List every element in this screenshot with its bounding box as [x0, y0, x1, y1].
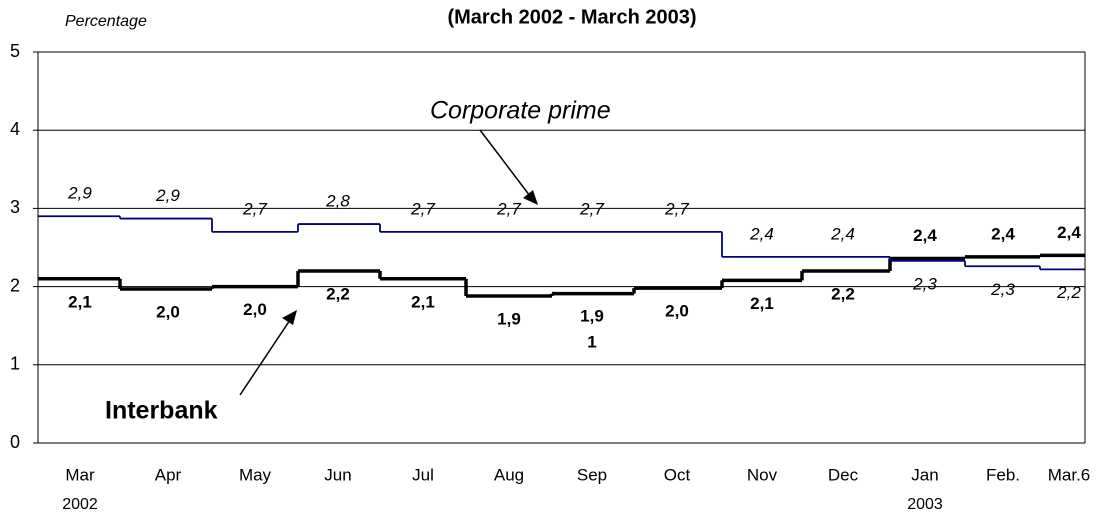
x-tick-label: Apr [155, 465, 182, 484]
value-label: 2,0 [156, 302, 180, 321]
value-label: 2,9 [67, 184, 92, 203]
y-tick-label: 4 [10, 119, 20, 139]
value-label: 2,1 [750, 294, 774, 313]
value-label: 2,4 [749, 224, 774, 243]
chart-title: (March 2002 - March 2003) [447, 6, 696, 28]
x-sublabel: 2002 [62, 496, 98, 513]
x-tick-label: Nov [747, 465, 778, 484]
value-label: 1,9 [497, 309, 521, 328]
arrow-head [523, 190, 538, 205]
value-label: 2,9 [155, 186, 180, 205]
value-label: 2,0 [243, 300, 267, 319]
x-tick-label: Mar [65, 465, 95, 484]
x-tick-label: Oct [664, 465, 691, 484]
y-tick-label: 1 [10, 354, 20, 374]
annotation-arrow [239, 319, 291, 396]
value-label: 2,3 [912, 274, 937, 293]
x-tick-label: Jan [911, 465, 938, 484]
value-label: 2,2 [1056, 283, 1081, 302]
y-tick-label: 5 [10, 41, 20, 61]
x-tick-label: Jun [324, 465, 351, 484]
x-tick-label: Aug [494, 465, 524, 484]
value-label: 1,9 1 [580, 307, 604, 352]
value-label: 2,8 [325, 192, 350, 211]
value-label: 2,4 [991, 224, 1015, 243]
value-label: 2,2 [326, 284, 350, 303]
x-tick-label: May [239, 465, 272, 484]
y-tick-label: 0 [10, 432, 20, 452]
y-axis-label: Percentage [65, 13, 147, 30]
value-label: 2,4 [913, 226, 937, 245]
annotation-arrow [479, 129, 531, 197]
x-tick-label: Dec [828, 465, 859, 484]
value-label: 2,4 [830, 224, 855, 243]
value-label: 2,2 [831, 284, 855, 303]
x-sublabel: 2003 [907, 496, 943, 513]
value-label: 2,1 [68, 292, 92, 311]
value-label: 2,0 [665, 302, 689, 321]
x-tick-label: Sep [577, 465, 607, 484]
value-label: 2,4 [1057, 223, 1081, 242]
x-tick-label: Jul [412, 465, 434, 484]
y-tick-label: 3 [10, 197, 20, 217]
x-tick-label: Feb. [986, 465, 1020, 484]
value-label: 2,1 [411, 292, 435, 311]
x-tick-label: Mar.6 [1048, 465, 1091, 484]
series-annotation: Corporate prime [430, 97, 611, 125]
value-label: 2,3 [990, 280, 1015, 299]
arrow-head [282, 310, 297, 325]
y-tick-label: 2 [10, 275, 20, 295]
series-annotation: Interbank [105, 397, 218, 425]
